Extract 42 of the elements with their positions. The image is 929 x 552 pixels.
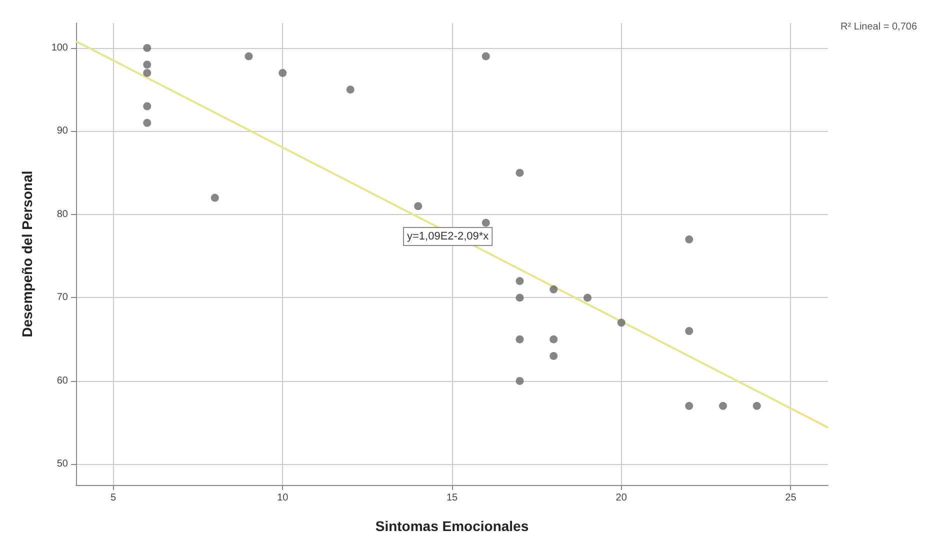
point: [143, 60, 152, 69]
y-tick-label: 90: [56, 126, 68, 137]
y-axis-title: Desempeño del Personal: [19, 170, 35, 338]
point: [516, 376, 524, 385]
point: [414, 202, 422, 210]
point: [516, 294, 524, 302]
point: [482, 52, 490, 60]
x-tick-label: 15: [446, 492, 458, 504]
x-tick-label: 5: [110, 492, 116, 504]
point: [210, 194, 219, 202]
point: [550, 335, 558, 344]
x-tick-label: 20: [616, 492, 628, 504]
point: [482, 218, 490, 227]
point: [278, 68, 287, 77]
y-tick-label: 80: [56, 208, 68, 220]
point: [752, 402, 761, 410]
x-tick-label: 10: [277, 492, 289, 504]
point: [685, 402, 694, 410]
point: [143, 118, 152, 127]
point: [719, 402, 727, 410]
point: [685, 235, 694, 244]
point: [550, 285, 558, 294]
point: [143, 44, 152, 52]
x-tick-label: 25: [785, 492, 797, 504]
point: [617, 318, 626, 327]
point: [244, 52, 253, 60]
point: [516, 277, 524, 286]
y-tick-label: 60: [56, 375, 68, 386]
point: [143, 102, 152, 110]
point: [346, 86, 354, 94]
point: [516, 335, 524, 344]
y-tick-label: 50: [56, 458, 68, 470]
point: [516, 168, 524, 177]
annotation: y=1,09E2-2,09*x: [407, 230, 490, 242]
point: [143, 68, 152, 77]
y-tick-label: 70: [56, 292, 68, 304]
point: [550, 352, 558, 360]
x-axis-title: Sintomas Emocionales: [375, 518, 529, 534]
point: [584, 294, 592, 302]
point: [685, 327, 694, 335]
y-tick-label: 100: [51, 42, 68, 54]
text: R² Lineal = 0,706: [840, 22, 918, 32]
